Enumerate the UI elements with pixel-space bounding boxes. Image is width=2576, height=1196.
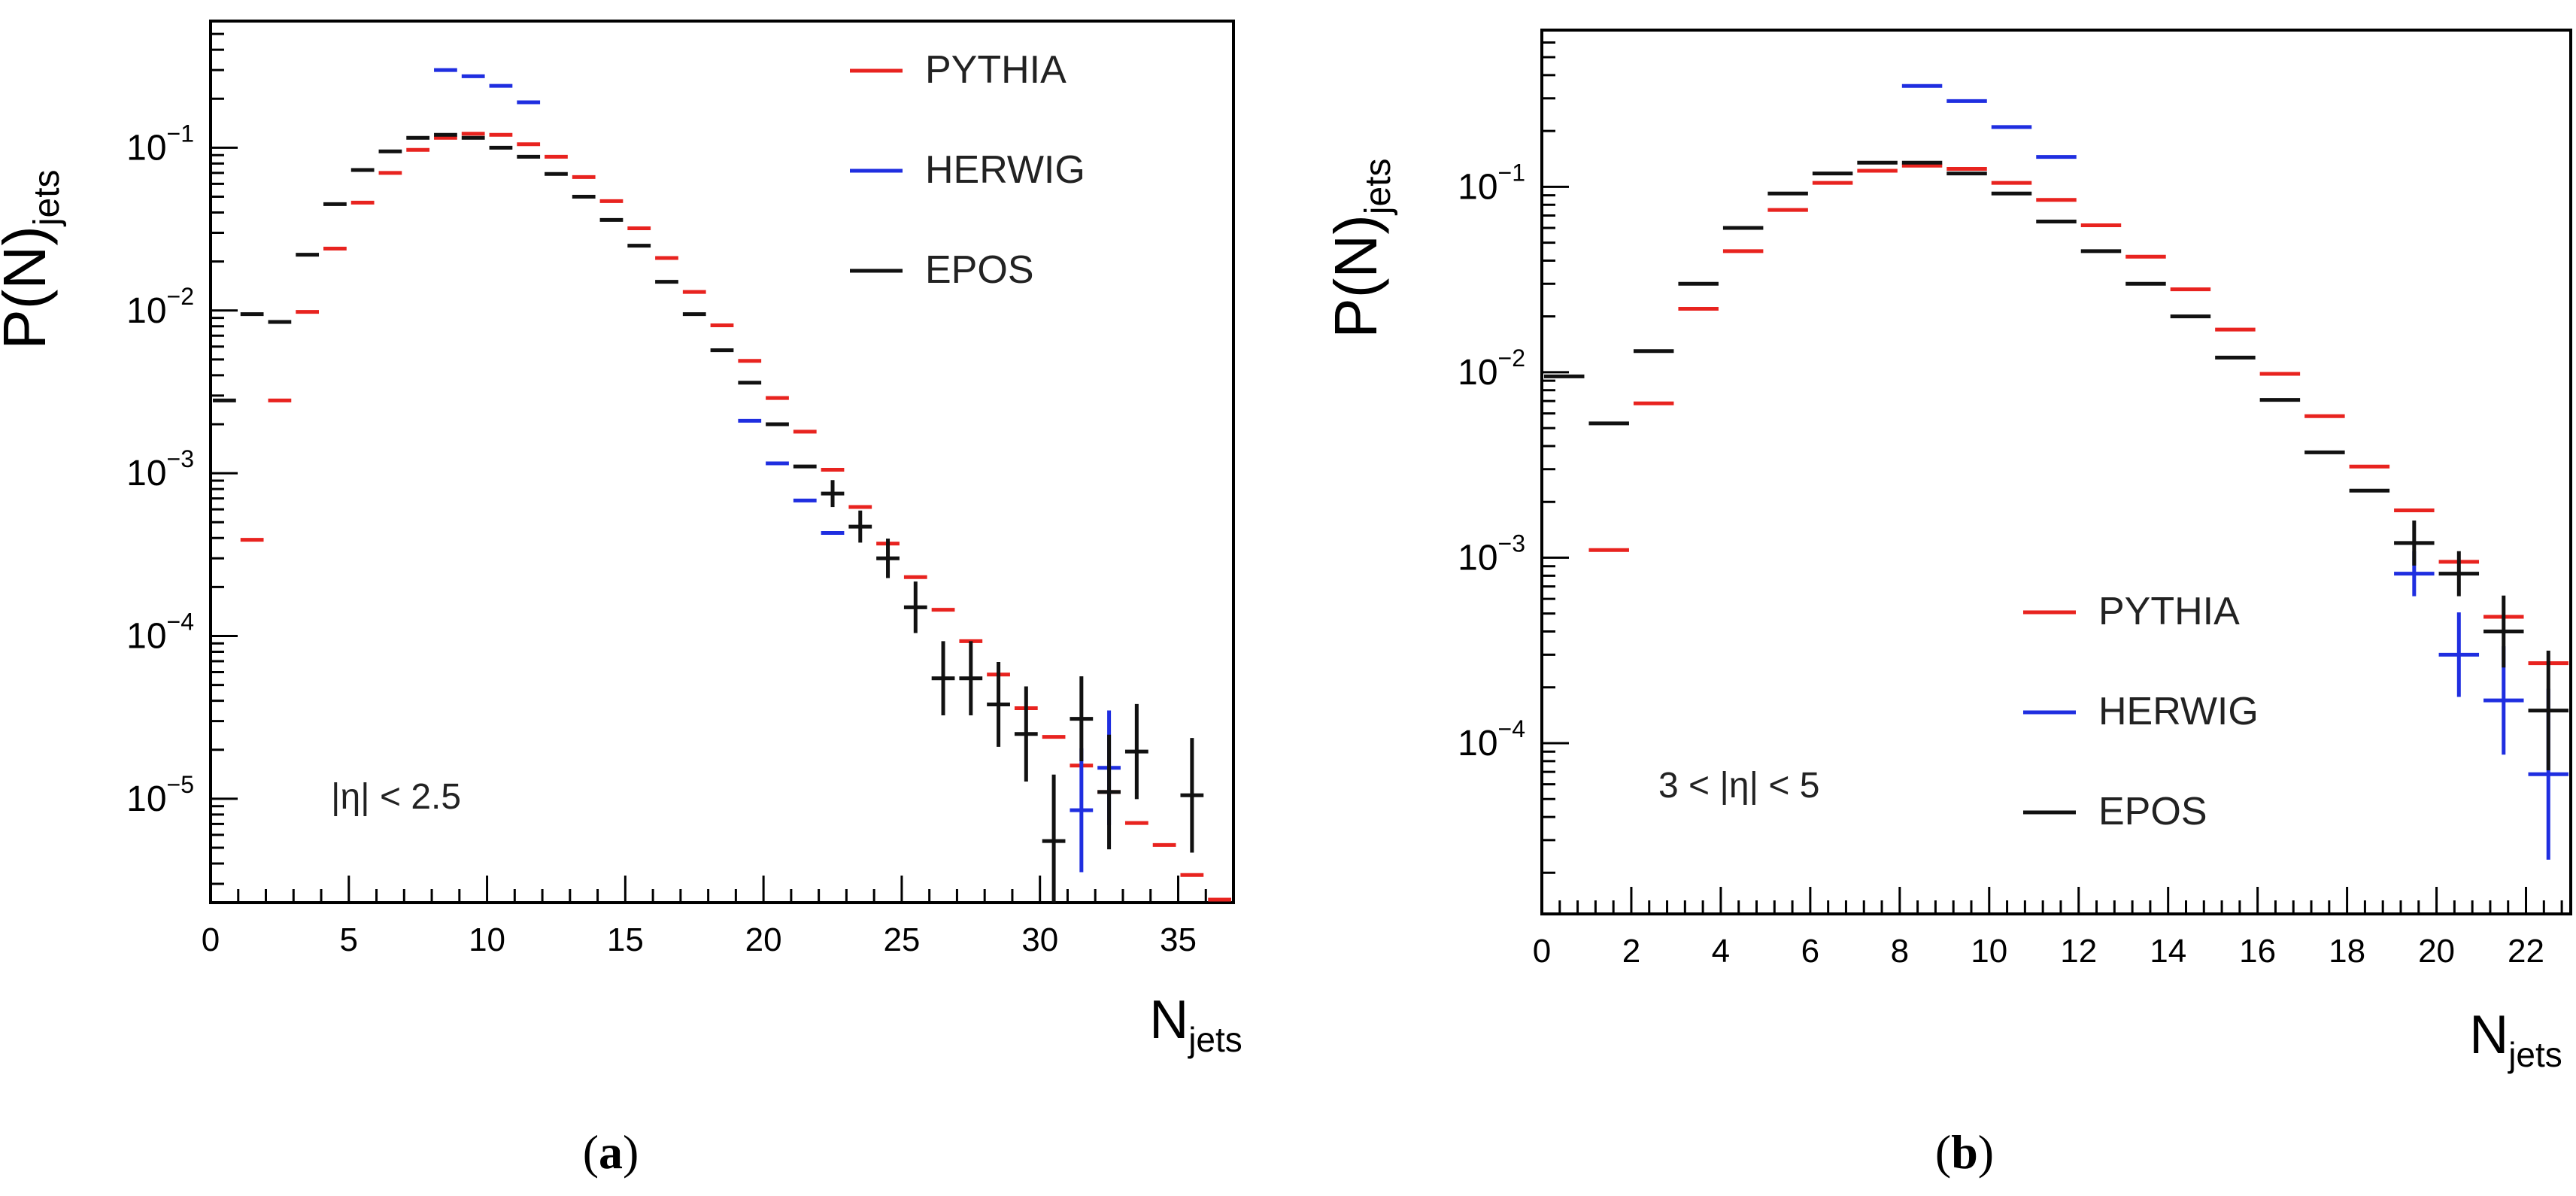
eta-range-annotation: |η| < 2.5 — [331, 777, 461, 817]
series-epos — [213, 132, 1204, 903]
x-tick-label: 35 — [1160, 921, 1197, 958]
x-tick-label: 4 — [1712, 933, 1730, 970]
y-axis-label-sub: jets — [1358, 158, 1398, 216]
y-tick-exponent: −4 — [1498, 715, 1525, 742]
x-tick-label: 15 — [607, 921, 644, 958]
x-tick-label: 10 — [469, 921, 505, 958]
y-axis-label-main: P(N) — [1322, 214, 1389, 338]
caption-b-close: ) — [1977, 1125, 1995, 1179]
caption-a-close: ) — [623, 1125, 639, 1179]
y-tick-exponent: −2 — [167, 283, 194, 310]
y-tick-exponent: −4 — [167, 609, 194, 636]
chart-panel-b: 10−110−210−310−40 2 4 6 8 10 12 14 16 18 20 22P(N)j… — [1322, 29, 2572, 1074]
y-tick-exponent: −1 — [1498, 159, 1525, 186]
y-axis-label: P(N)jets — [1322, 158, 1398, 338]
x-tick-label: 0 — [202, 921, 220, 958]
y-tick-base: 10 — [126, 291, 166, 331]
legend-label-pythia: PYTHIA — [2098, 590, 2240, 633]
y-tick-label: 10−4 — [126, 609, 194, 657]
y-tick-base: 10 — [126, 454, 166, 493]
y-tick-exponent: −2 — [1498, 345, 1525, 372]
y-axis-label-main: P(N) — [0, 226, 58, 349]
caption-b-open: ( — [1934, 1125, 1952, 1179]
x-tick-label: 6 — [1801, 933, 1819, 970]
y-tick-exponent: −1 — [167, 120, 194, 147]
x-tick-label: 22 — [2508, 933, 2544, 970]
y-tick-label: 10−2 — [126, 283, 194, 331]
x-tick-label: 10 — [1971, 933, 2007, 970]
y-tick-base: 10 — [1458, 353, 1497, 393]
plot-frame — [209, 20, 1235, 904]
x-tick-label: 2 — [1622, 933, 1640, 970]
y-tick-base: 10 — [1458, 167, 1497, 207]
y-tick-label: 10−5 — [126, 771, 194, 819]
x-tick-label: 12 — [2060, 933, 2097, 970]
x-tick-label: 5 — [340, 921, 358, 958]
x-tick-label: 8 — [1891, 933, 1909, 970]
y-tick-base: 10 — [1458, 724, 1497, 763]
x-axis-label: Njets — [2469, 1005, 2562, 1074]
x-axis-label: Njets — [1149, 990, 1242, 1059]
legend-label-epos: EPOS — [2098, 790, 2207, 833]
x-tick-label: 20 — [2418, 933, 2455, 970]
legend-label-pythia: PYTHIA — [925, 48, 1067, 92]
plot-frame — [1540, 29, 2572, 915]
eta-range-annotation: 3 < |η| < 5 — [1658, 766, 1819, 806]
y-axis-label: P(N)jets — [0, 169, 67, 349]
caption-b-letter: b — [1951, 1125, 1978, 1179]
y-tick-label: 10−3 — [1458, 530, 1525, 578]
legend-label-epos: EPOS — [925, 248, 1034, 292]
caption-a: (a) — [536, 1125, 686, 1180]
y-tick-base: 10 — [1458, 538, 1497, 578]
series-pythia — [1588, 163, 2568, 666]
x-axis-label-sub: jets — [1187, 1020, 1242, 1059]
y-axis-label-sub: jets — [27, 169, 67, 227]
caption-a-letter: a — [599, 1125, 623, 1179]
x-tick-label: 30 — [1021, 921, 1058, 958]
x-axis-label-sub: jets — [2507, 1035, 2562, 1074]
y-tick-base: 10 — [126, 128, 166, 168]
y-tick-exponent: −3 — [167, 445, 194, 472]
y-tick-label: 10−1 — [126, 120, 194, 168]
x-tick-label: 14 — [2150, 933, 2186, 970]
x-tick-label: 0 — [1533, 933, 1551, 970]
x-axis-label-main: N — [1149, 990, 1188, 1050]
legend: PYTHIA HERWIG EPOS — [2023, 590, 2259, 833]
y-tick-label: 10−3 — [126, 445, 194, 493]
caption-a-open: ( — [582, 1125, 599, 1179]
y-tick-exponent: −3 — [1498, 530, 1525, 557]
x-tick-label: 25 — [883, 921, 920, 958]
chart-panel-a: 10−110−210−310−410−50 5 10 15 20 25 30 35P(N)je… — [0, 20, 1242, 1059]
x-tick-label: 16 — [2239, 933, 2276, 970]
series-epos — [1544, 160, 2568, 771]
legend-label-herwig: HERWIG — [925, 148, 1085, 192]
y-tick-base: 10 — [126, 617, 166, 657]
legend-label-herwig: HERWIG — [2098, 690, 2259, 733]
legend: PYTHIA HERWIG EPOS — [850, 48, 1085, 292]
y-tick-label: 10−1 — [1458, 159, 1525, 207]
x-tick-label: 18 — [2329, 933, 2365, 970]
y-tick-base: 10 — [126, 779, 166, 819]
caption-b: (b) — [1889, 1125, 2040, 1180]
x-tick-label: 20 — [745, 921, 782, 958]
y-tick-exponent: −5 — [167, 771, 194, 798]
y-tick-label: 10−4 — [1458, 715, 1525, 763]
y-tick-label: 10−2 — [1458, 345, 1525, 393]
x-axis-label-main: N — [2469, 1005, 2508, 1065]
series-herwig — [1901, 83, 2568, 860]
